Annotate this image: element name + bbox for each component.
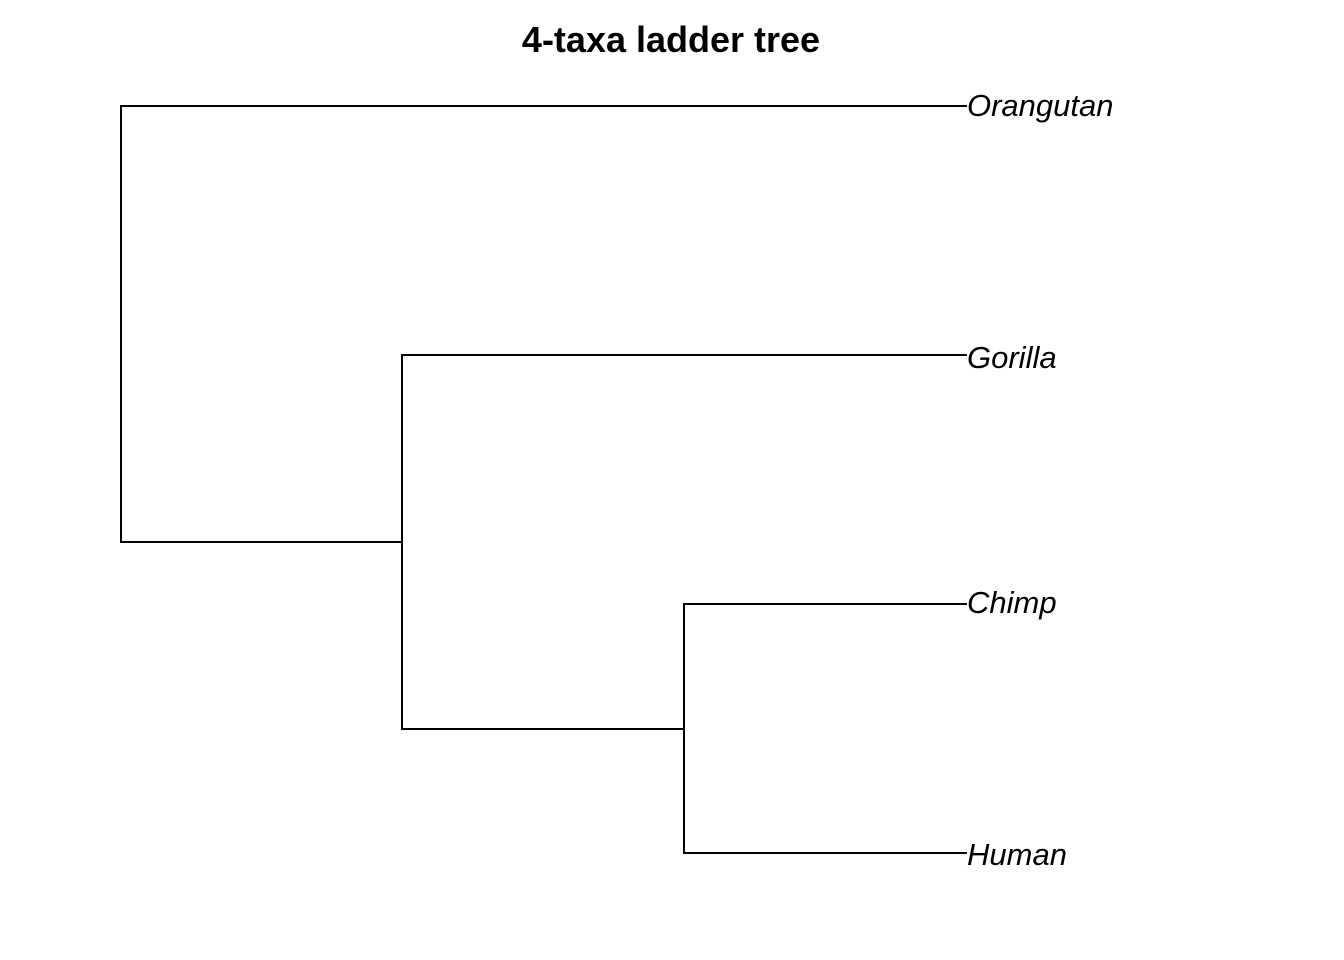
tip-label-orangutan: Orangutan xyxy=(967,88,1114,123)
tip-label-chimp: Chimp xyxy=(967,585,1057,620)
plot-title: 4-taxa ladder tree xyxy=(522,19,820,60)
tip-labels: Orangutan Gorilla Chimp Human xyxy=(967,88,1114,872)
tree-branches xyxy=(120,105,967,854)
tip-label-human: Human xyxy=(967,837,1067,872)
tip-label-gorilla: Gorilla xyxy=(967,340,1057,375)
